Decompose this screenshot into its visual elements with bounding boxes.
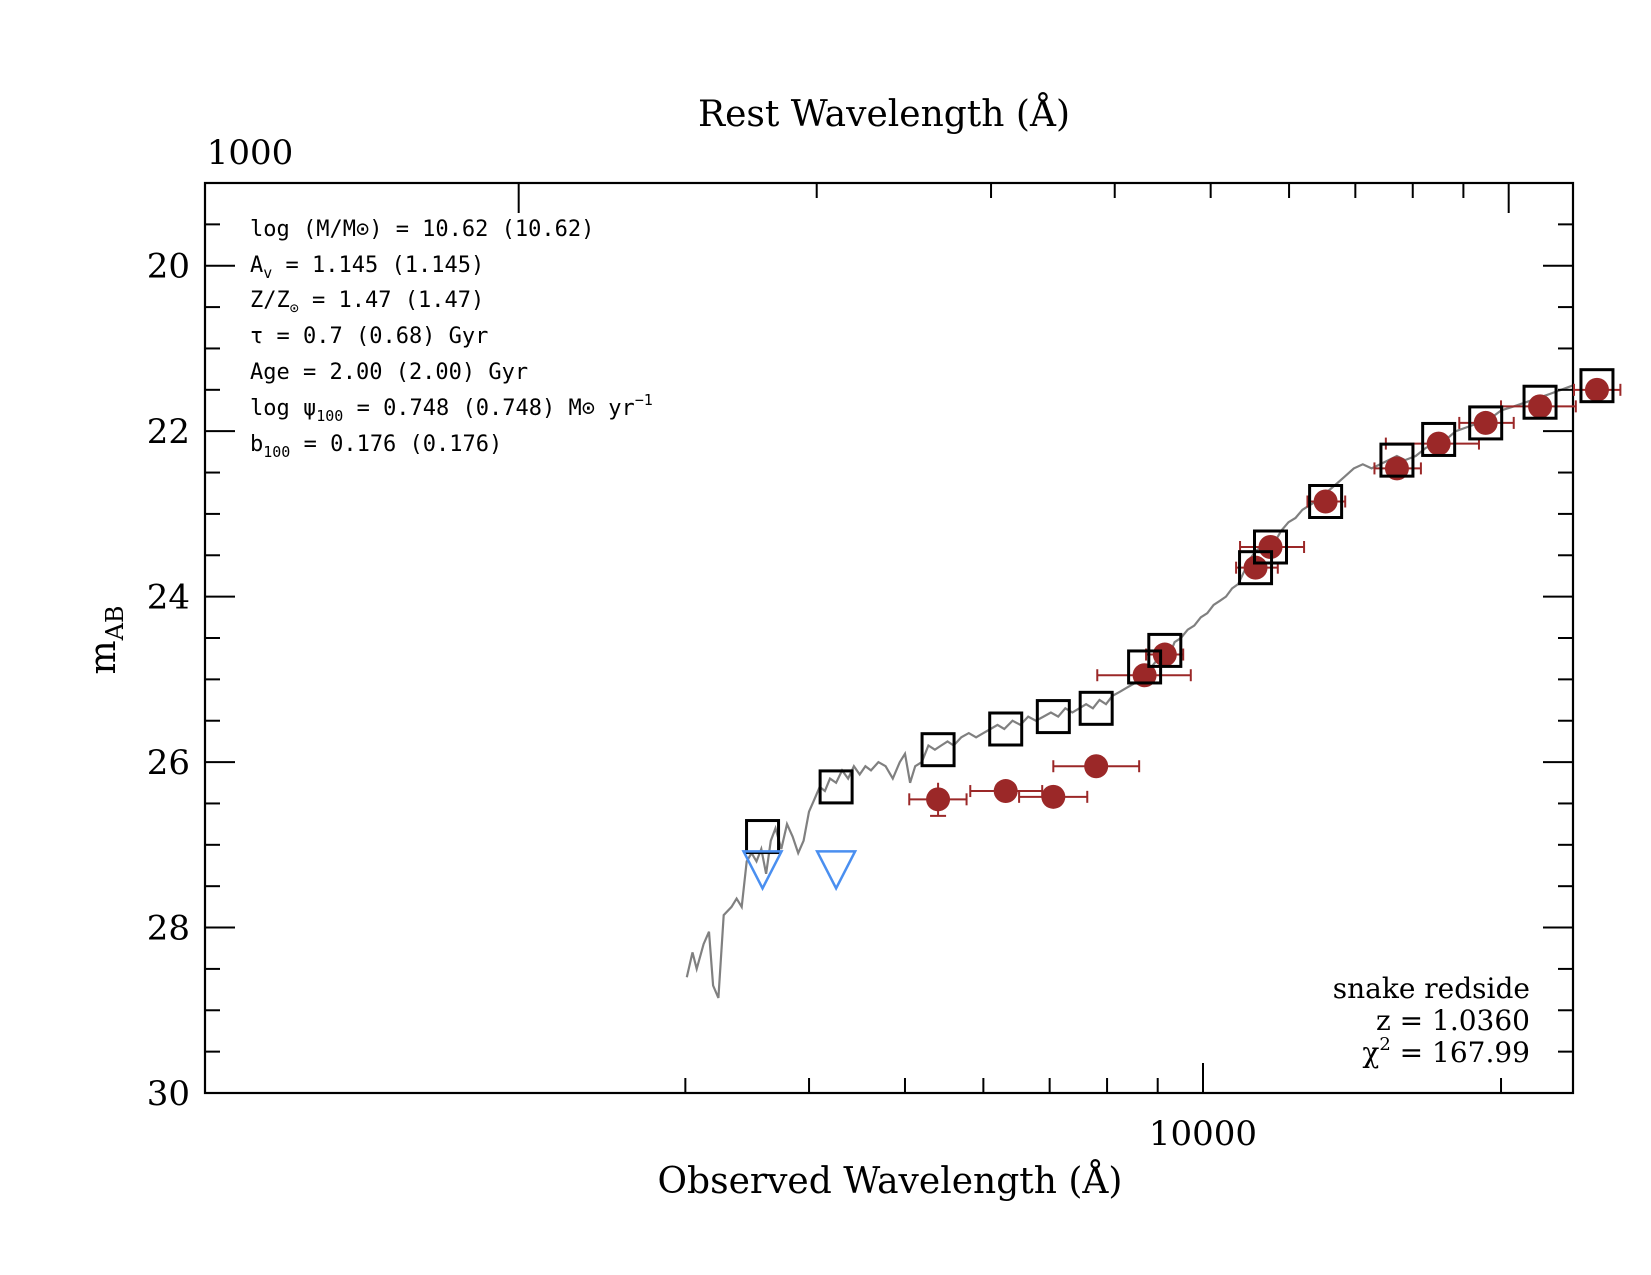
observed-point: [1473, 410, 1498, 435]
y-tick-label: 22: [147, 412, 190, 452]
observed-point: [993, 779, 1018, 804]
upper-limit-group: [741, 850, 858, 892]
upper-limit-triangle: [815, 850, 858, 892]
age-annotation: Age = 2.00 (2.00) Gyr: [250, 360, 528, 385]
observed-point: [1152, 642, 1177, 667]
tau-annotation: τ = 0.7 (0.68) Gyr: [250, 324, 488, 349]
av-annotation: Av = 1.145 (1.145): [250, 253, 484, 282]
observed-point: [1313, 489, 1338, 514]
metallicity-annotation: Z/Z⊙ = 1.47 (1.47): [250, 288, 484, 317]
mass-annotation: log (M/M⊙) = 10.62 (10.62): [250, 217, 594, 242]
redshift-label: z = 1.0360: [1376, 1004, 1530, 1037]
fit-summary: snake redside z = 1.0360 χ2 = 167.99: [1333, 972, 1530, 1069]
observed-point: [1384, 456, 1409, 481]
y-tick-labels: 20 22 24 26 28 30: [147, 247, 190, 1114]
observed-point: [1084, 754, 1109, 779]
object-name-label: snake redside: [1333, 972, 1530, 1005]
model-photometry-square: [988, 711, 1024, 747]
y-axis-title: mAB: [83, 605, 129, 674]
model-photometry-square: [1253, 529, 1289, 565]
observed-point: [926, 787, 951, 812]
chi-squared-label: χ2 = 167.99: [1362, 1034, 1530, 1069]
observed-point: [1426, 431, 1451, 456]
model-photometry-square: [1379, 442, 1415, 478]
observed-point: [1528, 394, 1553, 419]
model-photometry-square: [745, 819, 781, 855]
model-photometry-square: [1308, 484, 1344, 519]
y-tick-label: 30: [147, 1074, 190, 1114]
observed-point: [1584, 377, 1609, 402]
model-photometry-square: [1078, 690, 1114, 726]
axis-ticks: [205, 183, 1573, 1093]
model-photometry-square: [1147, 632, 1183, 668]
error-bar-group: [908, 383, 1622, 817]
upper-limit-triangle: [741, 850, 784, 892]
fit-parameters: log (M/M⊙) = 10.62 (10.62) Av = 1.145 (1…: [250, 217, 653, 461]
observed-point: [1041, 784, 1066, 809]
y-tick-label: 28: [147, 909, 190, 949]
y-tick-label: 20: [147, 247, 190, 287]
y-tick-label: 26: [147, 743, 190, 783]
y-tick-label: 24: [147, 578, 190, 618]
model-spectrum-group: [685, 384, 1573, 999]
model-spectrum-line: [685, 384, 1573, 999]
bottom-axis-title: Observed Wavelength (Å): [658, 1160, 1123, 1202]
plot-frame: [203, 181, 1575, 1095]
model-photometry-square: [1421, 421, 1457, 457]
bottom-x-tick-label: 10000: [1149, 1114, 1257, 1154]
model-photometry-square: [1468, 405, 1504, 441]
observed-point: [1132, 663, 1157, 688]
top-axis-title: Rest Wavelength (Å): [698, 93, 1070, 135]
model-photometry-square: [1579, 368, 1615, 404]
model-photometry-square: [920, 732, 956, 768]
model-photometry-square: [1522, 384, 1558, 420]
top-x-tick-label: 1000: [207, 133, 294, 173]
model-photometry-group: [745, 368, 1615, 855]
birthrate-annotation: b100 = 0.176 (0.176): [250, 432, 502, 461]
plot-border: [203, 181, 1575, 1095]
sfr-annotation: log ψ100 = 0.748 (0.748) M⊙ yr−1: [250, 391, 653, 425]
model-photometry-square: [1035, 699, 1071, 735]
model-photometry-square: [818, 769, 854, 805]
observed-point-group: [926, 377, 1609, 812]
